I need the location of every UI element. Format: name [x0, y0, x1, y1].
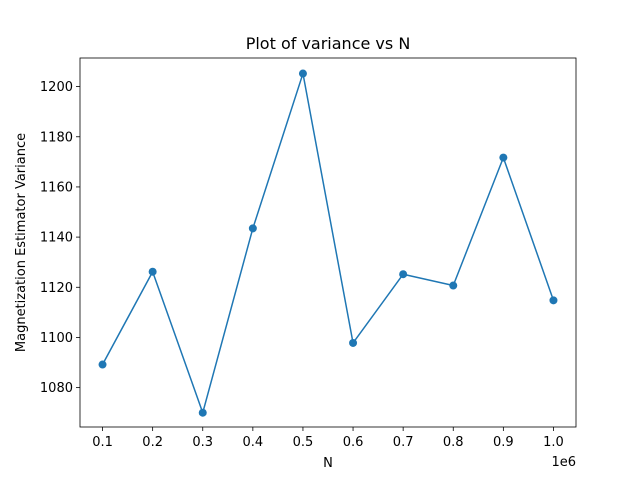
x-tick-label: 0.4 — [243, 435, 264, 450]
data-point — [399, 270, 408, 279]
y-tick-label: 1080 — [40, 381, 73, 396]
y-tick-label: 1180 — [40, 130, 73, 145]
x-tick-label: 0.2 — [142, 435, 163, 450]
data-point — [549, 296, 558, 305]
data-point — [98, 360, 107, 369]
series-group — [98, 69, 558, 417]
data-point — [148, 267, 157, 276]
data-point — [248, 224, 257, 233]
series-line — [101, 72, 555, 414]
y-tick-label: 1200 — [40, 80, 73, 95]
x-tick-label: 0.9 — [493, 435, 514, 450]
y-tick-label: 1100 — [40, 331, 73, 346]
x-tick-label: 0.7 — [393, 435, 414, 450]
x-axis-offset-label: 1e6 — [551, 455, 576, 470]
plot-area — [80, 58, 576, 427]
x-tick-label: 0.8 — [443, 435, 464, 450]
x-tick-label: 0.3 — [192, 435, 213, 450]
y-tick-label: 1140 — [40, 231, 73, 246]
data-point — [449, 281, 458, 290]
data-point — [198, 408, 207, 417]
y-tick-label: 1120 — [40, 281, 73, 296]
chart-title: Plot of variance vs N — [246, 34, 411, 53]
x-tick-label: 0.6 — [343, 435, 364, 450]
x-tick-label: 1.0 — [543, 435, 564, 450]
data-point — [349, 338, 358, 347]
y-axis-ticks: 1080 1100 1120 1140 1160 1180 1200 — [40, 80, 80, 396]
y-axis-label: Magnetization Estimator Variance — [14, 133, 29, 352]
x-axis-label: N — [323, 456, 333, 471]
x-tick-label: 0.5 — [293, 435, 314, 450]
data-point — [298, 69, 307, 78]
plot-frame — [79, 57, 577, 428]
y-tick-label: 1160 — [40, 180, 73, 195]
x-axis-ticks: 0.1 0.2 0.3 0.4 0.5 0.6 0.7 0.8 0.9 1.0 — [92, 427, 564, 450]
x-tick-label: 0.1 — [92, 435, 113, 450]
data-point — [499, 153, 508, 162]
